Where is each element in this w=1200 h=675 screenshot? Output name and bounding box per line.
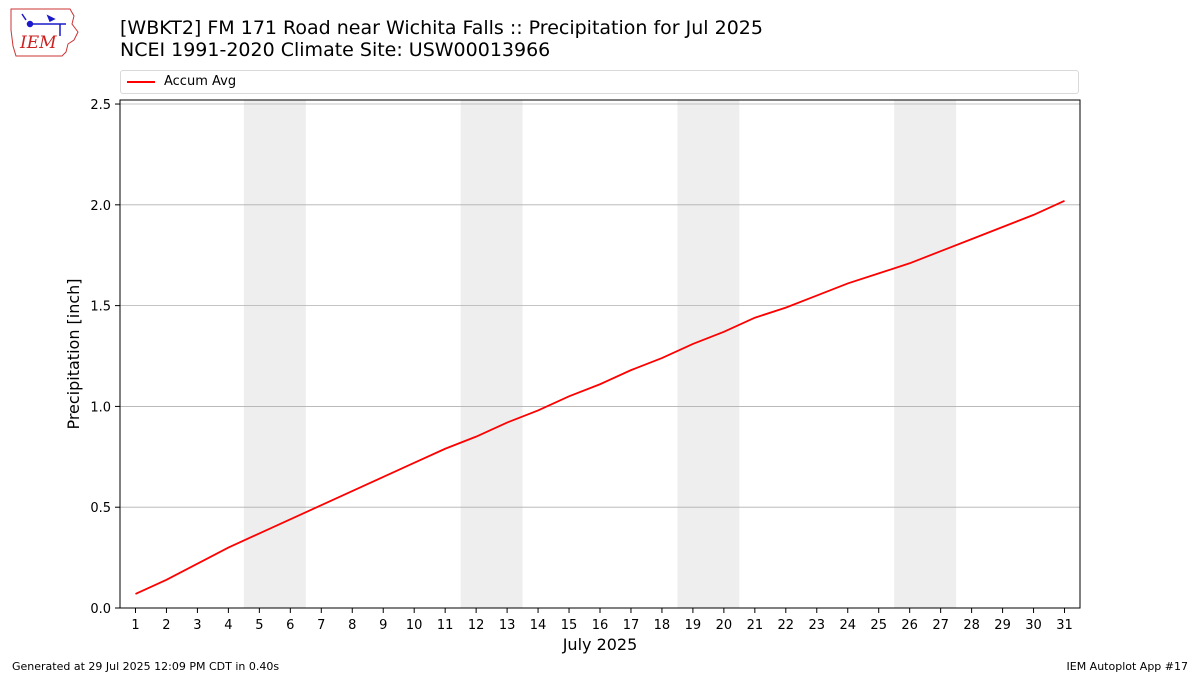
x-tick-label: 8 bbox=[348, 618, 356, 633]
x-tick-label: 2 bbox=[162, 618, 170, 633]
y-tick-label: 2.0 bbox=[90, 199, 111, 214]
x-tick-label: 4 bbox=[224, 618, 232, 633]
x-tick-label: 9 bbox=[379, 618, 387, 633]
x-tick-label: 10 bbox=[406, 618, 423, 633]
weather-station-icon bbox=[21, 13, 66, 36]
x-tick-label: 11 bbox=[437, 618, 454, 633]
x-tick-label: 12 bbox=[468, 618, 485, 633]
x-tick-label: 23 bbox=[809, 618, 826, 633]
plot-frame bbox=[119, 99, 1081, 609]
legend-label: Accum Avg bbox=[164, 74, 237, 89]
x-tick-label: 19 bbox=[685, 618, 702, 633]
x-tick-label: 28 bbox=[963, 618, 980, 633]
weekend-band bbox=[243, 100, 306, 608]
series-line-accum-avg bbox=[135, 199, 1065, 595]
generated-timestamp: Generated at 29 Jul 2025 12:09 PM CDT in… bbox=[12, 660, 280, 673]
chart-title: [WBKT2] FM 171 Road near Wichita Falls :… bbox=[120, 17, 763, 39]
x-tick-label: 6 bbox=[286, 618, 294, 633]
x-tick-label: 31 bbox=[1056, 618, 1073, 633]
y-tick-label: 1.5 bbox=[90, 300, 111, 315]
x-tick-label: 25 bbox=[870, 618, 887, 633]
x-tick-label: 21 bbox=[747, 618, 764, 633]
x-tick-label: 29 bbox=[994, 618, 1011, 633]
weekend-band bbox=[894, 100, 957, 608]
x-axis-label: July 2025 bbox=[562, 635, 638, 654]
x-tick-label: 16 bbox=[592, 618, 609, 633]
chart-subtitle: NCEI 1991-2020 Climate Site: USW00013966 bbox=[120, 39, 551, 61]
legend-swatch bbox=[127, 81, 155, 83]
y-tick-label: 1.0 bbox=[90, 400, 111, 415]
weekend-band bbox=[460, 100, 523, 608]
x-tick-label: 30 bbox=[1025, 618, 1042, 633]
logo-text: IEM bbox=[19, 33, 57, 53]
y-tick-label: 2.5 bbox=[90, 98, 111, 113]
x-tick-label: 15 bbox=[561, 618, 578, 633]
x-tick-label: 18 bbox=[654, 618, 671, 633]
y-tick-label: 0.5 bbox=[90, 501, 111, 516]
x-tick-label: 20 bbox=[716, 618, 733, 633]
y-axis-label: Precipitation [inch] bbox=[64, 278, 83, 429]
x-tick-label: 13 bbox=[499, 618, 516, 633]
app-label: IEM Autoplot App #17 bbox=[1066, 660, 1189, 673]
y-tick-label: 0.0 bbox=[90, 602, 111, 617]
weekend-band bbox=[677, 100, 740, 608]
chart-legend: Accum Avg bbox=[120, 70, 1079, 94]
iem-logo: IEM bbox=[10, 8, 79, 57]
x-tick-label: 24 bbox=[839, 618, 856, 633]
x-tick-label: 17 bbox=[623, 618, 640, 633]
x-tick-label: 5 bbox=[255, 618, 263, 633]
iowa-outline-icon bbox=[10, 8, 79, 57]
x-tick-label: 7 bbox=[317, 618, 325, 633]
x-tick-label: 14 bbox=[530, 618, 547, 633]
x-tick-label: 22 bbox=[778, 618, 795, 633]
x-tick-label: 27 bbox=[932, 618, 949, 633]
x-tick-label: 3 bbox=[193, 618, 201, 633]
x-tick-label: 1 bbox=[131, 618, 139, 633]
x-tick-label: 26 bbox=[901, 618, 918, 633]
